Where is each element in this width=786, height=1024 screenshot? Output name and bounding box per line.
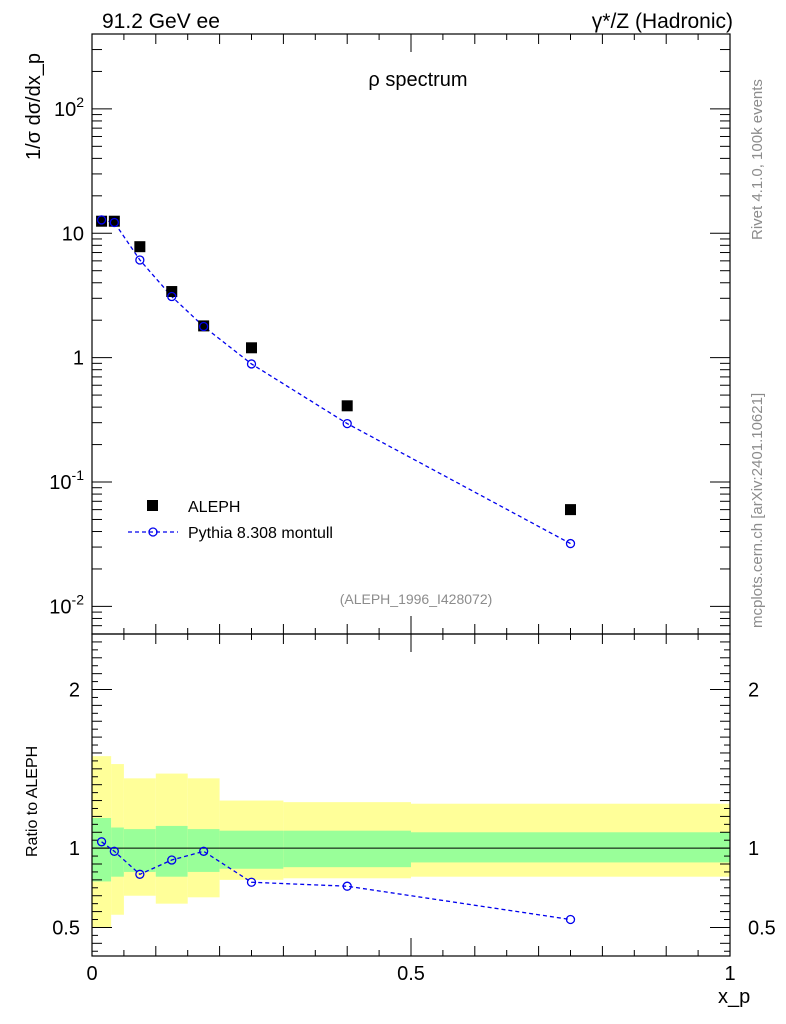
data-marks xyxy=(96,215,576,925)
pythia-ratio-point xyxy=(96,837,107,847)
x-tick-label: 0 xyxy=(86,963,97,985)
pythia-point xyxy=(246,359,257,369)
legend-pythia-label: Pythia 8.308 montull xyxy=(188,525,333,542)
aleph-point xyxy=(108,215,120,227)
ratio-tick-labels: 0.5 0.5 1 1 2 2 xyxy=(52,680,776,940)
inner-band-bin xyxy=(123,829,156,872)
y-axis-label: 1/σ dσ/dx_p xyxy=(23,53,45,160)
header-energy: 91.2 GeV ee xyxy=(102,10,220,33)
analysis-tag: (ALEPH_1996_I428072) xyxy=(340,591,493,607)
ratio-tick-label-left: 0.5 xyxy=(52,917,80,939)
pythia-point xyxy=(342,418,352,429)
inner-band-bin xyxy=(219,830,284,869)
pythia-point xyxy=(109,217,119,228)
axis-ticks xyxy=(91,33,731,956)
ratio-axis-label: Ratio to ALEPH xyxy=(24,746,41,857)
ratio-tick-label-right: 1 xyxy=(748,838,759,860)
aleph-point xyxy=(134,241,146,253)
legend-aleph-marker xyxy=(147,500,158,511)
aleph-point xyxy=(565,504,576,516)
pythia-point xyxy=(198,321,209,332)
ratio-tick-label-right: 2 xyxy=(748,680,759,702)
legend-aleph-label: ALEPH xyxy=(188,499,240,516)
ratio-tick-label-left: 2 xyxy=(69,680,80,702)
pythia-ratio-point xyxy=(565,914,576,925)
legend: ALEPH Pythia 8.308 montull xyxy=(128,499,333,542)
pythia-ratio-point xyxy=(109,846,119,856)
side-label-rivet: Rivet 4.1.0, 100k events xyxy=(749,79,766,240)
x-tick-labels: 0 0.5 1 xyxy=(86,963,735,985)
header-process: γ*/Z (Hadronic) xyxy=(592,10,733,33)
y-tick-label: 102 xyxy=(54,94,84,121)
mc-lines xyxy=(101,219,571,921)
y-tick-labels: 10-2 10-1 1 10 102 xyxy=(49,94,84,619)
pythia-point xyxy=(565,538,576,549)
pythia-ratio-line xyxy=(101,841,571,921)
pythia-line xyxy=(101,219,571,545)
main-plot-frame xyxy=(91,33,731,635)
pythia-ratio-point xyxy=(198,846,209,856)
pythia-point xyxy=(135,255,145,265)
inner-band-bin xyxy=(111,827,124,877)
inner-band-bin xyxy=(283,830,411,868)
side-label-mcplots: mcplots.cern.ch [arXiv:2401.10621] xyxy=(749,393,766,628)
pythia-ratio-point xyxy=(246,877,257,887)
inner-band-bin xyxy=(155,825,188,877)
aleph-point xyxy=(198,320,210,332)
inner-band-bin xyxy=(187,829,220,872)
ratio-tick-label-left: 1 xyxy=(69,838,80,860)
uncertainty-bands xyxy=(92,756,730,928)
aleph-point xyxy=(96,215,108,227)
y-tick-label: 1 xyxy=(73,348,84,370)
pythia-ratio-point xyxy=(167,855,177,865)
x-tick-label: 0.5 xyxy=(397,963,425,985)
legend-pythia-marker xyxy=(148,527,158,537)
inner-band-bin xyxy=(411,832,730,863)
pythia-point xyxy=(96,215,107,225)
y-tick-label: 10-1 xyxy=(49,467,84,494)
pythia-point xyxy=(167,291,177,302)
y-tick-label: 10-2 xyxy=(49,591,84,618)
y-tick-label: 10 xyxy=(62,223,84,245)
ratio-tick-label-right: 0.5 xyxy=(748,917,776,939)
chart-title: ρ spectrum xyxy=(368,69,467,91)
aleph-point xyxy=(341,400,353,412)
aleph-point xyxy=(246,342,257,354)
x-tick-label: 1 xyxy=(724,963,735,985)
inner-band-bin xyxy=(92,818,112,882)
aleph-point xyxy=(166,286,178,298)
pythia-ratio-point xyxy=(342,881,352,891)
pythia-ratio-point xyxy=(135,869,145,879)
x-axis-label: x_p xyxy=(718,986,750,1008)
